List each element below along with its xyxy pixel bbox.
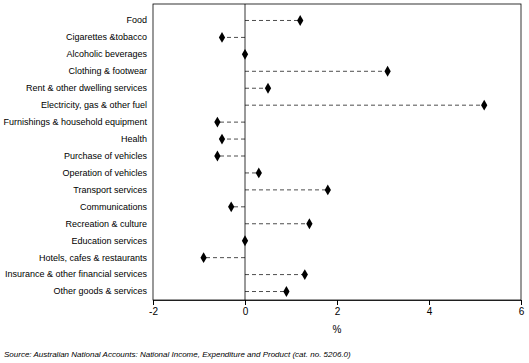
dot <box>283 286 289 297</box>
plot-frame <box>153 4 521 300</box>
stem <box>245 189 328 190</box>
y-tick-label: Communications <box>80 202 148 212</box>
stem <box>217 122 245 123</box>
stem <box>245 71 388 72</box>
x-tick-mark <box>429 300 430 305</box>
stem <box>217 156 245 157</box>
dot <box>242 49 248 60</box>
chart: Food Cigarettes &tobacco Alcoholic beverag… <box>0 0 529 363</box>
y-tick-label: Transport services <box>73 185 147 195</box>
y-tick-label: Hotels, cafes & restaurants <box>39 253 148 263</box>
dot <box>302 269 308 280</box>
x-tick: 2 <box>335 300 341 317</box>
y-tick-label: Insurance & other financial services <box>5 269 148 279</box>
dot <box>256 168 262 179</box>
y-tick: Furnishings & household equipment <box>3 117 153 127</box>
x-tick: 6 <box>519 300 525 317</box>
dot <box>325 184 331 195</box>
y-tick: Food <box>126 15 153 25</box>
y-axis: Food Cigarettes &tobacco Alcoholic beverag… <box>3 15 153 296</box>
y-tick: Rent & other dwelling services <box>26 83 153 93</box>
source-note: Source: Australian National Accounts: Na… <box>4 350 351 359</box>
y-tick-label: Furnishings & household equipment <box>3 117 147 127</box>
y-tick-label: Food <box>126 15 147 25</box>
y-tick: Transport services <box>73 185 153 195</box>
x-tick-label: 0 <box>243 306 249 317</box>
dot <box>214 151 220 162</box>
dot <box>214 117 220 128</box>
y-tick-label: Education services <box>71 236 147 246</box>
y-tick-label: Cigarettes &tobacco <box>66 32 147 42</box>
y-tick: Cigarettes &tobacco <box>66 32 153 42</box>
y-tick: Operation of vehicles <box>62 168 153 178</box>
y-tick: Other goods & services <box>53 286 153 296</box>
x-tick: -2 <box>149 300 158 317</box>
x-axis: -2 0 2 4 6 <box>149 300 525 317</box>
stem <box>245 223 309 224</box>
x-tick-mark <box>337 300 338 305</box>
y-tick: Alcoholic beverages <box>66 49 153 59</box>
y-tick: Clothing & footwear <box>68 66 153 76</box>
dot <box>200 252 206 263</box>
y-tick-label: Purchase of vehicles <box>64 151 148 161</box>
y-tick: Health <box>121 134 153 144</box>
stem <box>245 291 286 292</box>
dot <box>219 134 225 145</box>
dot <box>297 15 303 26</box>
stem <box>245 274 305 275</box>
stem <box>204 257 245 258</box>
dot <box>242 235 248 246</box>
stem <box>245 88 268 89</box>
dot <box>265 83 271 94</box>
y-tick: Purchase of vehicles <box>64 151 153 161</box>
zero-line <box>245 4 246 300</box>
marks <box>200 15 487 297</box>
y-tick: Education services <box>71 236 153 246</box>
stem <box>245 105 484 106</box>
dot <box>306 218 312 229</box>
stem <box>245 20 300 21</box>
y-tick-label: Health <box>121 134 147 144</box>
dot <box>384 66 390 77</box>
x-tick: 4 <box>427 300 433 317</box>
stem <box>222 139 245 140</box>
x-tick: 0 <box>243 300 249 317</box>
y-tick: Hotels, cafes & restaurants <box>39 253 153 263</box>
x-tick-label: -2 <box>149 306 158 317</box>
y-tick-label: Electricity, gas & other fuel <box>41 100 147 110</box>
dot <box>219 32 225 43</box>
stem <box>222 37 245 38</box>
y-tick: Communications <box>80 202 153 212</box>
y-tick-label: Operation of vehicles <box>62 168 147 178</box>
x-tick-label: 6 <box>519 306 525 317</box>
x-axis-title: % <box>333 324 342 335</box>
dot <box>481 100 487 111</box>
y-tick: Electricity, gas & other fuel <box>41 100 153 110</box>
dot <box>228 201 234 212</box>
x-tick-label: 2 <box>335 306 341 317</box>
x-tick-label: 4 <box>427 306 433 317</box>
y-tick: Insurance & other financial services <box>5 269 153 279</box>
y-tick-label: Recreation & culture <box>65 219 147 229</box>
x-tick-mark <box>153 300 154 305</box>
y-tick-label: Rent & other dwelling services <box>26 83 148 93</box>
y-tick-label: Alcoholic beverages <box>66 49 147 59</box>
y-tick-label: Other goods & services <box>53 286 147 296</box>
x-tick-mark <box>521 300 522 305</box>
x-tick-mark <box>245 300 246 305</box>
y-tick-label: Clothing & footwear <box>68 66 147 76</box>
y-tick: Recreation & culture <box>65 219 153 229</box>
